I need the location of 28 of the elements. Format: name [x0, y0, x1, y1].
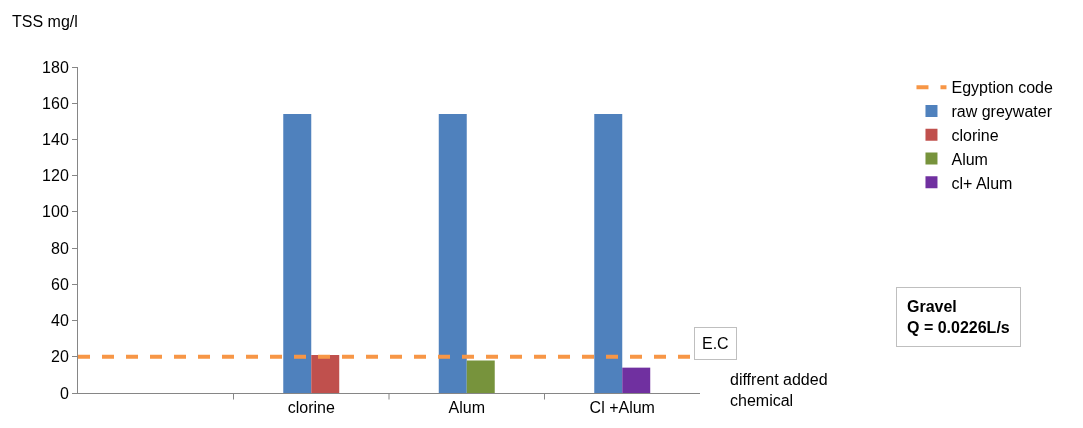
y-tick-label: 140: [42, 131, 69, 149]
y-tick-label: 80: [51, 239, 69, 257]
y-tick-label: 120: [42, 167, 69, 185]
bar: [283, 114, 312, 393]
x-axis-title: diffrent added chemical: [730, 371, 828, 409]
y-tick-label: 180: [42, 58, 69, 76]
bar: [438, 114, 467, 393]
legend-label: clorine: [951, 127, 999, 144]
x-tick-label: Alum: [448, 399, 485, 417]
y-tick-label: 0: [59, 384, 69, 402]
y-tick-label: 160: [42, 94, 69, 112]
bar: [594, 114, 623, 393]
legend-label: cl+ Alum: [951, 174, 1013, 192]
x-tick-label: Cl +Alum: [589, 399, 655, 417]
bar: [311, 354, 340, 393]
y-tick-label: 20: [51, 348, 69, 366]
x-tick-label: clorine: [287, 399, 335, 417]
y-tick-label: 40: [51, 312, 69, 330]
legend-label: Alum: [951, 150, 988, 168]
legend-label: Egyption code: [951, 79, 1053, 97]
y-tick-label: 60: [51, 275, 69, 293]
bar: [622, 367, 651, 393]
y-tick-label: 100: [42, 203, 69, 221]
text: E.C: [702, 335, 729, 352]
legend-label: raw greywater: [951, 103, 1053, 121]
bar: [466, 360, 495, 393]
text: Gravel Q = 0.0226L/s: [907, 298, 1010, 336]
y-axis-title: TSS mg/l: [12, 13, 78, 30]
